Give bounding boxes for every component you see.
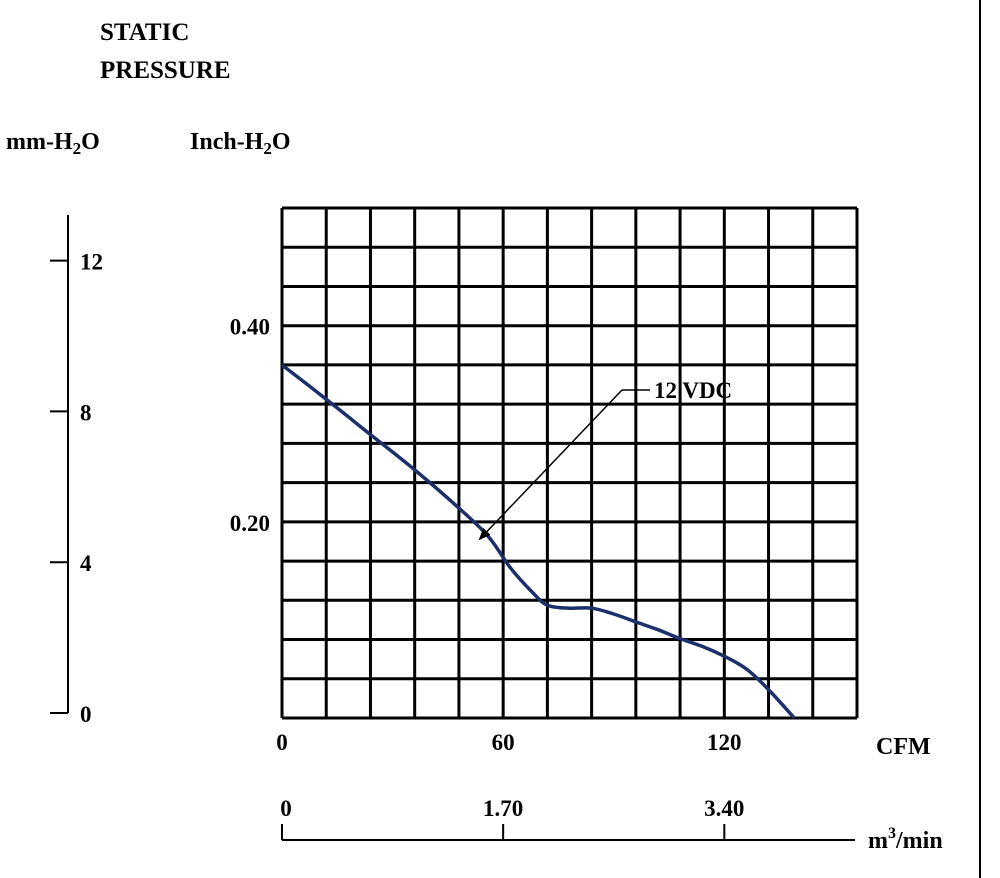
curve-annotation: 12 VDC	[478, 378, 732, 541]
series-line-12vdc	[280, 363, 796, 720]
chart-title-line2: PRESSURE	[100, 57, 231, 84]
mm-axis: 0 4 8 12	[50, 215, 103, 727]
annotation-arrow	[478, 389, 623, 541]
x-axis-label-cfm: CFM	[876, 734, 931, 760]
m3-tick-label: 1.70	[483, 796, 523, 821]
chart-title-line1: STATIC	[100, 19, 189, 46]
mm-tick-label: 12	[80, 250, 103, 275]
mm-tick-label: 0	[80, 702, 92, 727]
m3-tick-label: 3.40	[704, 796, 744, 821]
mm-tick-label: 4	[80, 551, 92, 576]
y-axis-label-mm: mm-H2O	[6, 129, 100, 158]
annotation-label: 12 VDC	[654, 378, 732, 403]
series-layer	[280, 363, 796, 720]
cfm-tick-label: 120	[707, 730, 742, 755]
plot-grid	[280, 206, 859, 720]
cfm-tick-label: 0	[276, 730, 288, 755]
inch-tick-label: 0.20	[230, 511, 270, 536]
cfm-tick-label: 60	[492, 730, 515, 755]
inch-tick-label: 0.40	[230, 315, 270, 340]
inch-tick-labels: 0.20 0.40	[230, 315, 270, 536]
y-axis-label-inch: Inch-H2O	[190, 129, 291, 158]
m3-axis: 0 1.70 3.40	[280, 796, 855, 841]
x-axis-label-m3: m3/min	[868, 825, 943, 854]
cfm-tick-labels: 0 60 120	[276, 730, 741, 755]
m3-tick-label: 0	[280, 796, 292, 821]
mm-tick-label: 8	[80, 400, 92, 425]
